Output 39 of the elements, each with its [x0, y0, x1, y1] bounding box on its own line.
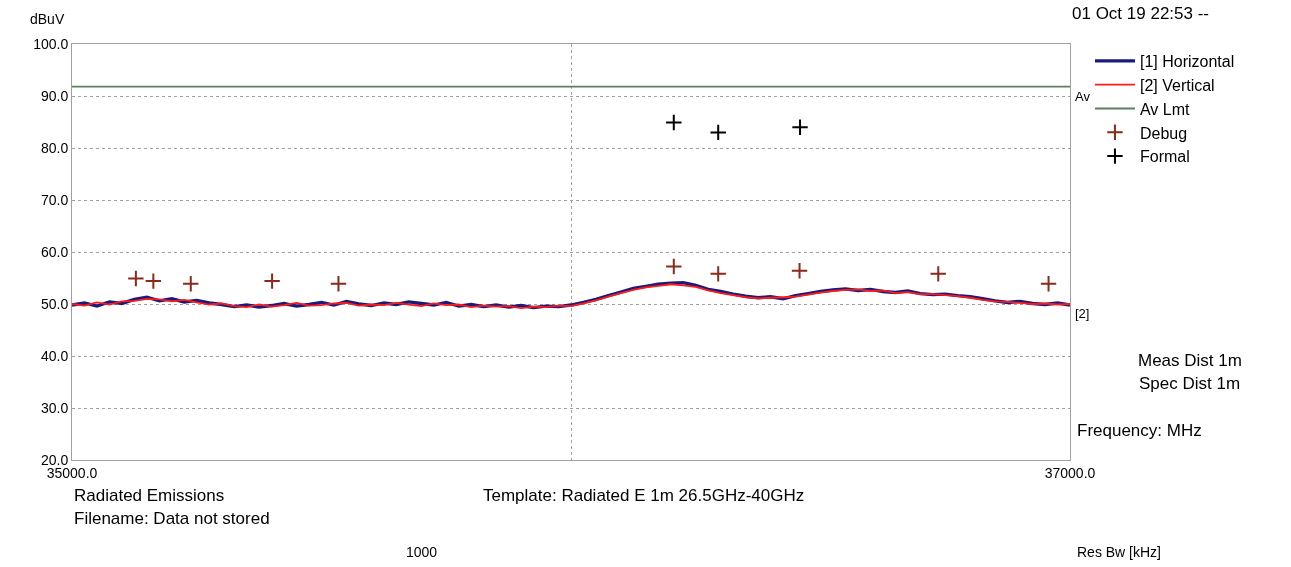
point	[709, 123, 727, 142]
text: Res Bw [kHz]	[1077, 544, 1162, 560]
y-tick-label: 40.0	[40, 347, 69, 364]
y-tick-label: 90.0	[40, 87, 69, 104]
point	[127, 269, 145, 288]
text: 01 Oct 19 22:53 --	[1072, 4, 1210, 23]
point	[182, 275, 200, 293]
y-axis-title: dBuV	[30, 11, 65, 27]
legend-label: [2] Vertical	[1139, 76, 1215, 94]
point	[709, 265, 727, 283]
y-tick-label: 100.0	[33, 35, 69, 52]
legend-label: [1] Horizontal	[1139, 53, 1235, 71]
point	[263, 272, 281, 290]
text: Filename: Data not stored	[74, 509, 270, 528]
point	[665, 113, 683, 132]
x-tick-label: 37000.0	[1044, 464, 1096, 481]
text: Template: Radiated E 1m 26.5GHz-40GHz	[483, 486, 805, 505]
legend-label: Av Lmt	[1139, 100, 1191, 118]
point	[790, 262, 809, 280]
text: Spec Dist 1m	[1139, 374, 1241, 393]
point	[791, 118, 809, 136]
y-tick-label: 50.0	[40, 295, 69, 312]
point	[929, 265, 947, 283]
y-tick-label: 70.0	[40, 191, 69, 208]
point	[1039, 275, 1058, 293]
legend-label: Debug	[1139, 124, 1188, 142]
y-tick-label: 60.0	[40, 243, 69, 260]
point	[665, 257, 683, 276]
x-axis-title: Frequency: MHz	[1077, 421, 1202, 440]
annotation: [2]	[1075, 306, 1090, 321]
point	[144, 272, 163, 290]
text: 1000	[406, 544, 438, 560]
point	[329, 275, 348, 293]
legend-label: Formal	[1139, 148, 1190, 166]
text: Radiated Emissions	[74, 486, 225, 505]
y-tick-label: 80.0	[40, 139, 69, 156]
y-tick-label: 30.0	[40, 399, 69, 416]
text: Meas Dist 1m	[1138, 351, 1242, 370]
annotation: Av	[1075, 89, 1091, 104]
